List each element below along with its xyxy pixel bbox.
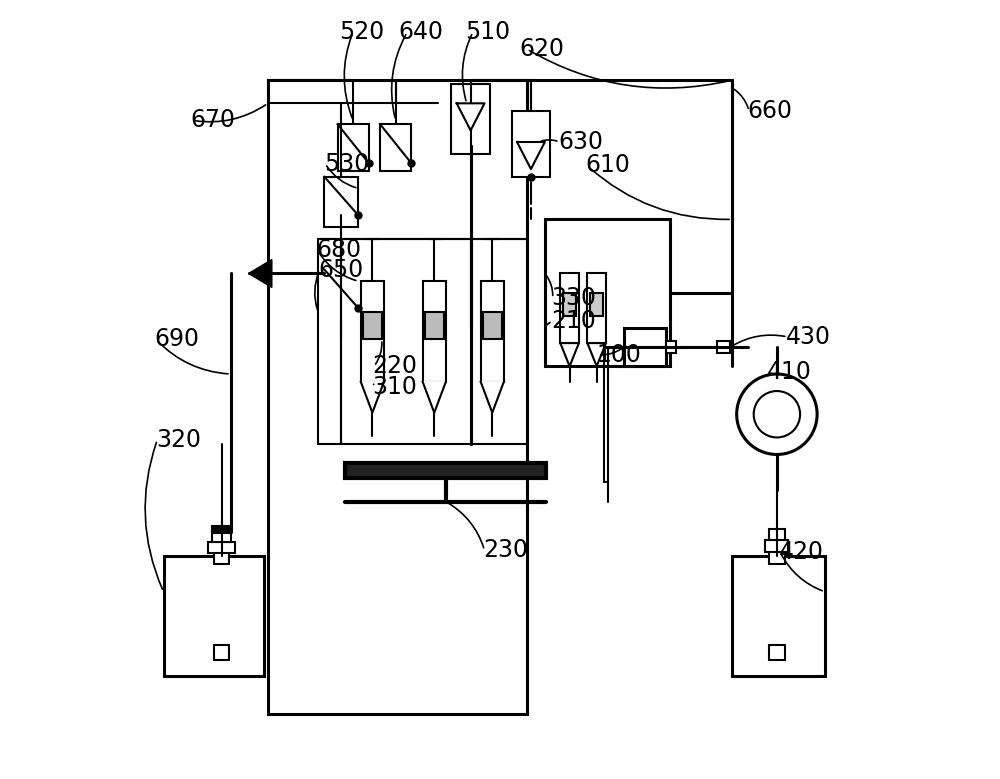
Polygon shape bbox=[517, 142, 545, 169]
Text: 530: 530 bbox=[324, 152, 369, 175]
Bar bbox=[563, 293, 576, 316]
Polygon shape bbox=[587, 343, 606, 366]
Bar bbox=[318, 238, 527, 444]
Polygon shape bbox=[249, 259, 272, 287]
Bar bbox=[268, 80, 527, 714]
Bar bbox=[666, 340, 676, 353]
Bar bbox=[324, 270, 358, 320]
Text: 510: 510 bbox=[465, 20, 510, 44]
Bar bbox=[765, 541, 788, 552]
Bar bbox=[717, 340, 730, 353]
Bar bbox=[587, 273, 606, 343]
Text: 650: 650 bbox=[318, 258, 363, 282]
Text: 430: 430 bbox=[786, 325, 831, 349]
Text: 420: 420 bbox=[778, 540, 823, 564]
Text: 630: 630 bbox=[558, 130, 603, 154]
Polygon shape bbox=[361, 382, 384, 413]
Bar bbox=[451, 84, 490, 153]
Text: 640: 640 bbox=[398, 20, 443, 44]
Bar bbox=[380, 124, 411, 171]
Polygon shape bbox=[560, 343, 579, 366]
Bar bbox=[363, 312, 382, 339]
Bar bbox=[338, 124, 369, 171]
Text: 320: 320 bbox=[156, 428, 201, 452]
Text: 520: 520 bbox=[339, 20, 384, 44]
Bar bbox=[483, 312, 502, 339]
Bar bbox=[545, 220, 670, 366]
Bar bbox=[590, 293, 603, 316]
Bar bbox=[164, 555, 264, 675]
Text: 610: 610 bbox=[585, 153, 630, 177]
Bar bbox=[214, 545, 229, 563]
Text: 220: 220 bbox=[372, 354, 417, 379]
Text: 410: 410 bbox=[767, 360, 812, 384]
Bar bbox=[769, 545, 785, 563]
Polygon shape bbox=[457, 104, 485, 130]
Polygon shape bbox=[481, 382, 504, 413]
Bar bbox=[212, 527, 231, 533]
Bar bbox=[769, 645, 785, 661]
Bar bbox=[324, 177, 358, 227]
Bar bbox=[425, 312, 444, 339]
Text: 310: 310 bbox=[372, 375, 417, 399]
Bar bbox=[208, 542, 235, 553]
Bar bbox=[423, 281, 446, 382]
Text: 670: 670 bbox=[191, 108, 236, 132]
Text: 660: 660 bbox=[748, 99, 793, 123]
Bar bbox=[345, 463, 546, 478]
Bar bbox=[732, 555, 825, 675]
Bar bbox=[481, 281, 504, 382]
Bar bbox=[512, 111, 550, 177]
Bar bbox=[624, 328, 666, 366]
Text: 620: 620 bbox=[519, 37, 564, 62]
Text: 330: 330 bbox=[551, 286, 596, 310]
Bar bbox=[361, 281, 384, 382]
Text: 690: 690 bbox=[154, 327, 199, 351]
Bar bbox=[214, 645, 229, 661]
Text: 230: 230 bbox=[483, 538, 528, 562]
Text: 210: 210 bbox=[551, 309, 596, 333]
Bar bbox=[560, 273, 579, 343]
Polygon shape bbox=[423, 382, 446, 413]
Bar bbox=[769, 529, 785, 541]
Text: 100: 100 bbox=[597, 343, 642, 367]
Text: 680: 680 bbox=[316, 238, 361, 263]
Bar bbox=[212, 532, 231, 542]
